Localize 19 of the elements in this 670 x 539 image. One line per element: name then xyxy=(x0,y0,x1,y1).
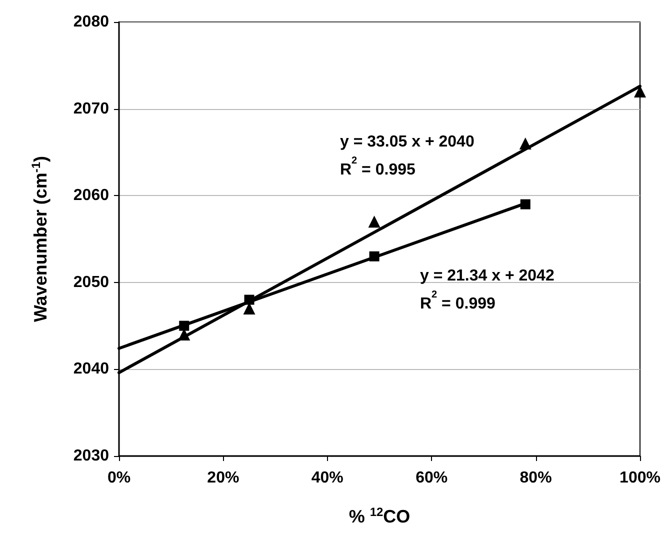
x-tick-label: 80% xyxy=(520,470,552,486)
point xyxy=(244,294,254,305)
y-tick-label: 2040 xyxy=(73,360,110,378)
y-tick-label: 2060 xyxy=(73,187,110,204)
point xyxy=(179,320,190,331)
point xyxy=(519,138,532,150)
y-tick-label: 2080 xyxy=(73,14,110,30)
x-tick-label: 60% xyxy=(416,470,448,486)
x-tick-label: 20% xyxy=(207,470,240,486)
x-tick-label: 0% xyxy=(107,470,131,486)
y-tick-label: 2030 xyxy=(73,448,110,464)
point xyxy=(368,216,380,228)
y-axis-title: Wavenumber (cm-1) xyxy=(29,156,50,322)
x-tick-label: 40% xyxy=(311,470,344,486)
y-tick-label: 2070 xyxy=(73,100,110,118)
point xyxy=(369,251,380,262)
point xyxy=(520,199,530,210)
y-tick-label: 2050 xyxy=(73,274,110,291)
x-tick-label: 100% xyxy=(620,470,660,486)
